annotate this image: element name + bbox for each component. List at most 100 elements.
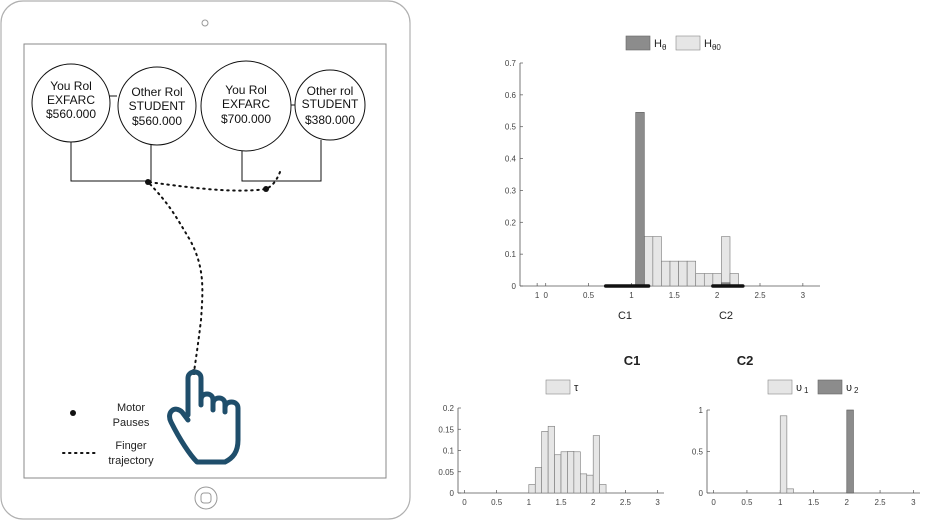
legend-pause-dot bbox=[70, 410, 76, 416]
panel-title-c2: C2 bbox=[737, 353, 754, 368]
x-caption-c2: C2 bbox=[719, 310, 733, 322]
histogram-bar-light bbox=[599, 484, 607, 494]
legend-label-theta: Hθ bbox=[654, 38, 667, 52]
legend-swatch-nu2 bbox=[817, 379, 843, 395]
histogram-bar-light bbox=[729, 273, 739, 287]
histogram-bar-light bbox=[779, 415, 788, 494]
x-tick-label: 0.5 bbox=[583, 291, 595, 300]
main-histogram-marks: 00.10.20.30.40.50.60.71 0 0.5 1 1.5 2 2.5 3 bbox=[505, 59, 820, 300]
nu-histogram-marks: 0 0.5 1 0 0.5 1 1.5 2 2.5 3 bbox=[692, 406, 920, 507]
option-amount: $560.000 bbox=[132, 114, 182, 128]
tau-histogram: τ 0 0.05 0.1 0.15 0.2 0 0.5 1 1.5 2 2.5 3 bbox=[422, 374, 672, 514]
histogram-bar-light bbox=[586, 474, 594, 494]
option-role: You Rol bbox=[225, 83, 267, 97]
y-tick-label: 0.2 bbox=[505, 218, 517, 227]
x-tick-label: 0 bbox=[462, 498, 467, 507]
x-tick-label: 0.5 bbox=[491, 498, 503, 507]
y-tick-label: 0 bbox=[450, 489, 455, 498]
legend-label-theta0: Hθ0 bbox=[704, 38, 721, 52]
option-other-1[interactable]: Other Rol STUDENT $560.000 bbox=[117, 66, 197, 146]
y-tick-label: 0.4 bbox=[505, 155, 517, 164]
x-tick-label: 1.5 bbox=[555, 498, 567, 507]
histogram-bar-light bbox=[669, 260, 679, 287]
camera-icon bbox=[201, 19, 209, 27]
histogram-bar-light bbox=[541, 431, 549, 494]
histogram-bar-light bbox=[567, 451, 575, 494]
option-role: Other rol bbox=[307, 84, 354, 98]
histogram-bar-light bbox=[534, 467, 542, 494]
histogram-bar-light bbox=[643, 236, 654, 287]
x-tick-label: 0 bbox=[711, 498, 716, 507]
legend-sub-theta: θ bbox=[662, 43, 667, 52]
legend-nu1-sub: 1 bbox=[804, 386, 809, 395]
legend-nu1-symbol: υ bbox=[796, 382, 802, 394]
option-other-2[interactable]: Other rol STUDENT $380.000 bbox=[294, 69, 366, 141]
histogram-bar-light bbox=[661, 260, 671, 287]
option-group: STUDENT bbox=[302, 97, 359, 111]
x-tick-label: 2 bbox=[715, 291, 720, 300]
legend-swatch-nu1 bbox=[767, 379, 793, 395]
histogram-bar-light bbox=[652, 236, 662, 287]
histogram-bar-light bbox=[678, 260, 688, 287]
main-histogram-svg: Hθ Hθ0 00.10.20.30.40.50.60.71 0 0.5 1 1.5 2 2… bbox=[505, 35, 820, 322]
finger-trajectory-path bbox=[145, 171, 281, 373]
pair-1-connector bbox=[70, 140, 152, 182]
histogram-bar-light bbox=[547, 425, 555, 494]
panel-title-svg: C1 C2 bbox=[624, 353, 754, 368]
histogram-bar-light bbox=[703, 273, 714, 287]
option-role: Other Rol bbox=[131, 85, 182, 99]
x-caption-c1: C1 bbox=[618, 310, 632, 322]
y-tick-label: 0.2 bbox=[443, 404, 455, 413]
x-tick-label: 2.5 bbox=[754, 291, 766, 300]
motor-pause-dot bbox=[263, 186, 269, 192]
legend-pause-label-1: Motor bbox=[117, 402, 145, 414]
hand-pointer-icon bbox=[167, 369, 241, 465]
small-panel-titles: C1 C2 bbox=[600, 350, 770, 372]
x-tick-label: 2 bbox=[591, 498, 596, 507]
tablet-svg: You Rol EXFARC $560.000 Other Rol STUDEN… bbox=[0, 0, 411, 520]
x-tick-label: 0.5 bbox=[741, 498, 753, 507]
option-you-1[interactable]: You Rol EXFARC $560.000 bbox=[31, 63, 111, 143]
option-group: STUDENT bbox=[129, 99, 186, 113]
legend-h-theta0: H bbox=[704, 38, 712, 50]
home-button-icon[interactable] bbox=[194, 486, 218, 510]
y-tick-label: 0.15 bbox=[438, 425, 454, 434]
histogram-bar-light bbox=[580, 473, 588, 494]
option-group: EXFARC bbox=[47, 93, 95, 107]
x-tick-label: 0 bbox=[543, 291, 548, 300]
histogram-bar-light bbox=[573, 451, 581, 494]
histogram-bar-dark bbox=[846, 409, 854, 494]
tau-legend: τ bbox=[545, 379, 579, 395]
y-tick-label: 0.05 bbox=[438, 468, 454, 477]
pair-2-connector bbox=[241, 140, 322, 182]
y-tick-label: 0.1 bbox=[443, 447, 455, 456]
legend-nu2-sub: 2 bbox=[854, 386, 859, 395]
y-tick-label: 0.1 bbox=[505, 250, 517, 259]
legend-swatch-theta0 bbox=[675, 35, 701, 51]
x-tick-label: 1.5 bbox=[808, 498, 820, 507]
legend-trajectory-label-1: Finger bbox=[115, 440, 147, 452]
legend-swatch-tau bbox=[545, 379, 571, 395]
y-tick-label: 0.3 bbox=[505, 186, 517, 195]
legend-label-tau: τ bbox=[574, 382, 579, 394]
tablet-illustration: You Rol EXFARC $560.000 Other Rol STUDEN… bbox=[0, 0, 412, 521]
tau-histogram-svg: τ 0 0.05 0.1 0.15 0.2 0 0.5 1 1.5 2 2.5 3 bbox=[438, 379, 664, 507]
option-role: You Rol bbox=[50, 79, 92, 93]
histogram-bar-light bbox=[695, 273, 705, 287]
legend-trajectory-label-2: trajectory bbox=[108, 455, 154, 467]
histogram-bar-light bbox=[721, 236, 731, 287]
histogram-bar-light bbox=[554, 454, 562, 494]
option-amount: $380.000 bbox=[305, 113, 355, 127]
y-tick-label: 0 bbox=[699, 489, 704, 498]
histogram-bar-light bbox=[786, 488, 794, 494]
histogram-bar-light bbox=[560, 451, 568, 494]
histogram-bar-light bbox=[592, 435, 600, 494]
x-tick-label: 1 bbox=[527, 498, 532, 507]
x-tick-label: 1.5 bbox=[669, 291, 681, 300]
x-tick-label: 2.5 bbox=[620, 498, 632, 507]
option-you-2[interactable]: You Rol EXFARC $700.000 bbox=[200, 60, 292, 152]
option-amount: $560.000 bbox=[46, 107, 96, 121]
x-tick-label: 1 bbox=[778, 498, 783, 507]
